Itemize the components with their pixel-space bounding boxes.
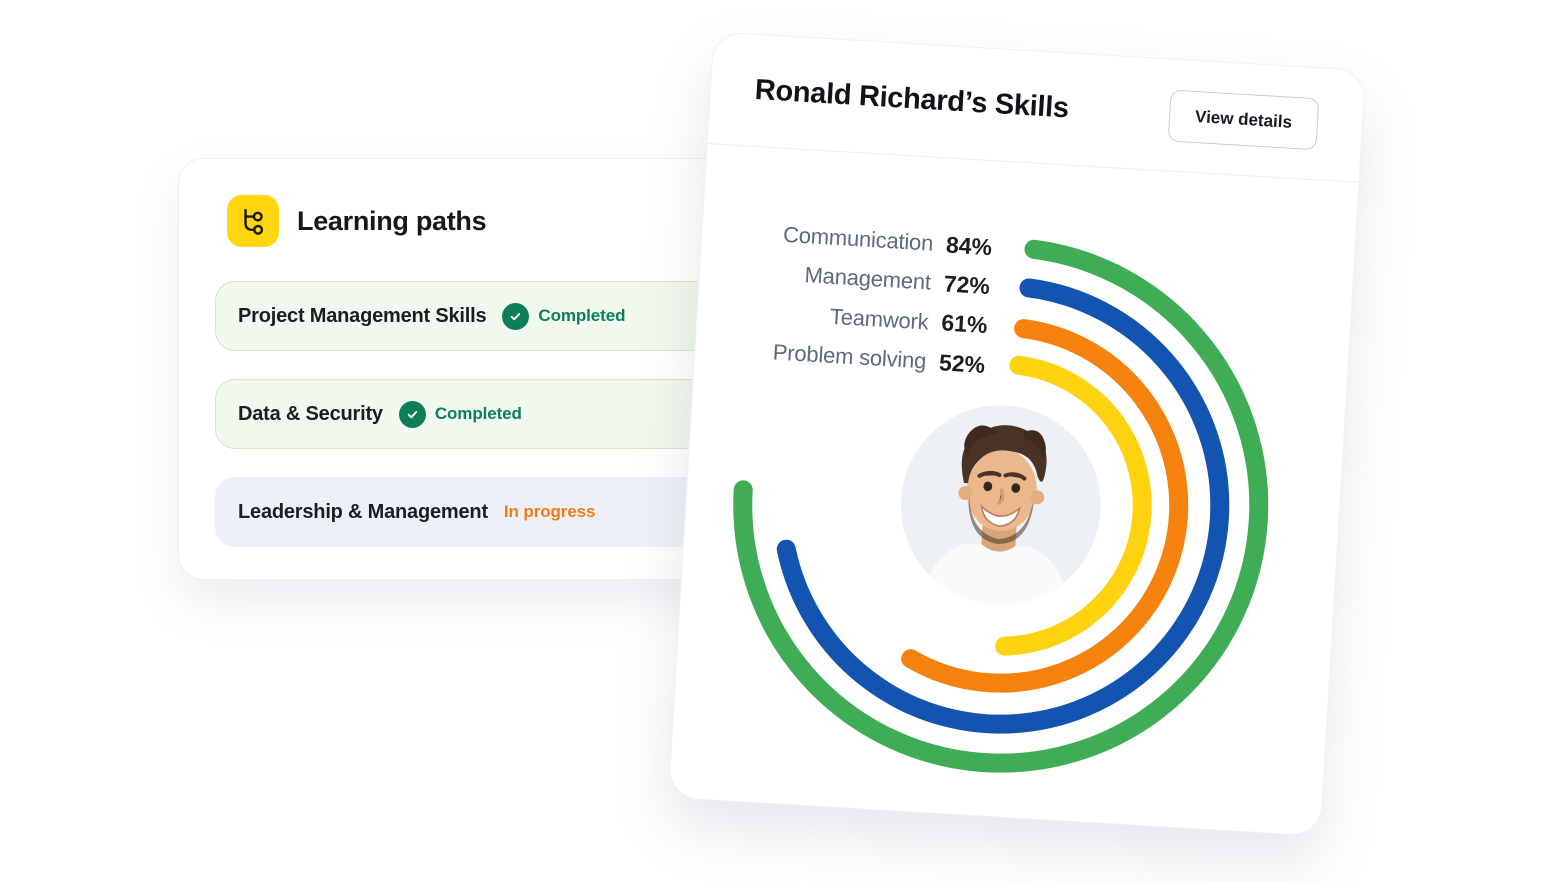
avatar [895,399,1107,611]
status-text: Completed [538,306,626,325]
learning-paths-branch-icon [227,195,279,247]
skills-card: Ronald Richard’s Skills View details [667,31,1367,837]
skill-percentage: 52% [938,348,986,378]
skills-card-title: Ronald Richard’s Skills [753,73,1070,125]
avatar-photo-illustration [900,405,1101,611]
skill-name: Teamwork [829,303,930,335]
learning-paths-title: Learning paths [297,205,487,236]
learning-path-status: Completed [398,400,522,428]
skill-name: Management [803,262,932,295]
learning-path-label: Data & Security [238,402,383,425]
status-text: In progress [503,502,596,521]
check-circle-icon [398,400,426,428]
status-text: Completed [434,404,522,423]
learning-paths-card: Learning paths Project Management Skills… [178,158,762,580]
skill-name: Problem solving [772,339,927,374]
skill-percentage: 61% [940,309,989,339]
learning-path-status: In progress [503,502,596,522]
learning-path-label: Leadership & Management [238,500,488,523]
view-details-button[interactable]: View details [1167,89,1320,150]
skill-percentage: 72% [943,270,991,299]
learning-path-item[interactable]: Data & Security Completed [215,379,725,449]
learning-path-item[interactable]: Leadership & Management In progress [215,477,725,547]
learning-paths-header: Learning paths [179,159,761,247]
learning-path-item[interactable]: Project Management Skills Completed [215,281,725,351]
learning-paths-list: Project Management Skills Completed Data &… [179,281,761,547]
skill-percentage: 84% [945,230,993,260]
check-circle-icon [502,302,530,330]
skills-radial-chart: Communication 84% Management 72% Teamwork 61%… [669,144,1359,836]
learning-path-status: Completed [502,302,626,330]
learning-path-label: Project Management Skills [238,304,487,327]
skill-name: Communication [782,221,934,256]
